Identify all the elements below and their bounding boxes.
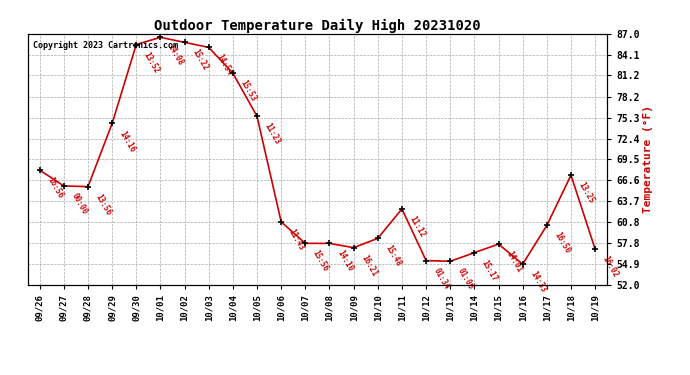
Text: 15:22: 15:22 (190, 48, 210, 72)
Text: 15:53: 15:53 (239, 79, 258, 104)
Text: 13:56: 13:56 (94, 192, 113, 217)
Text: 01:06: 01:06 (456, 267, 475, 291)
Text: 16:02: 16:02 (601, 255, 620, 279)
Text: 11:23: 11:23 (263, 122, 282, 146)
Text: 11:12: 11:12 (408, 214, 427, 239)
Text: 15:48: 15:48 (384, 244, 403, 268)
Text: 11:43: 11:43 (287, 227, 306, 252)
Text: 16:50: 16:50 (553, 231, 572, 255)
Text: 15:17: 15:17 (480, 258, 500, 283)
Text: 14:54: 14:54 (215, 53, 234, 78)
Text: 14:01: 14:01 (504, 250, 524, 274)
Text: 14:10: 14:10 (335, 249, 355, 273)
Text: 16:21: 16:21 (359, 253, 379, 278)
Text: 13:52: 13:52 (142, 50, 161, 75)
Text: 00:00: 00:00 (70, 192, 89, 216)
Title: Outdoor Temperature Daily High 20231020: Outdoor Temperature Daily High 20231020 (154, 18, 481, 33)
Y-axis label: Temperature (°F): Temperature (°F) (642, 105, 653, 213)
Text: Copyright 2023 Cartronics.com: Copyright 2023 Cartronics.com (33, 41, 179, 50)
Text: 14:08: 14:08 (166, 43, 186, 68)
Text: 15:56: 15:56 (311, 249, 331, 273)
Text: 14:16: 14:16 (118, 129, 137, 154)
Text: 01:34: 01:34 (432, 266, 451, 291)
Text: 14:33: 14:33 (529, 270, 548, 294)
Text: 13:25: 13:25 (577, 181, 596, 205)
Text: 16:56: 16:56 (46, 176, 65, 200)
